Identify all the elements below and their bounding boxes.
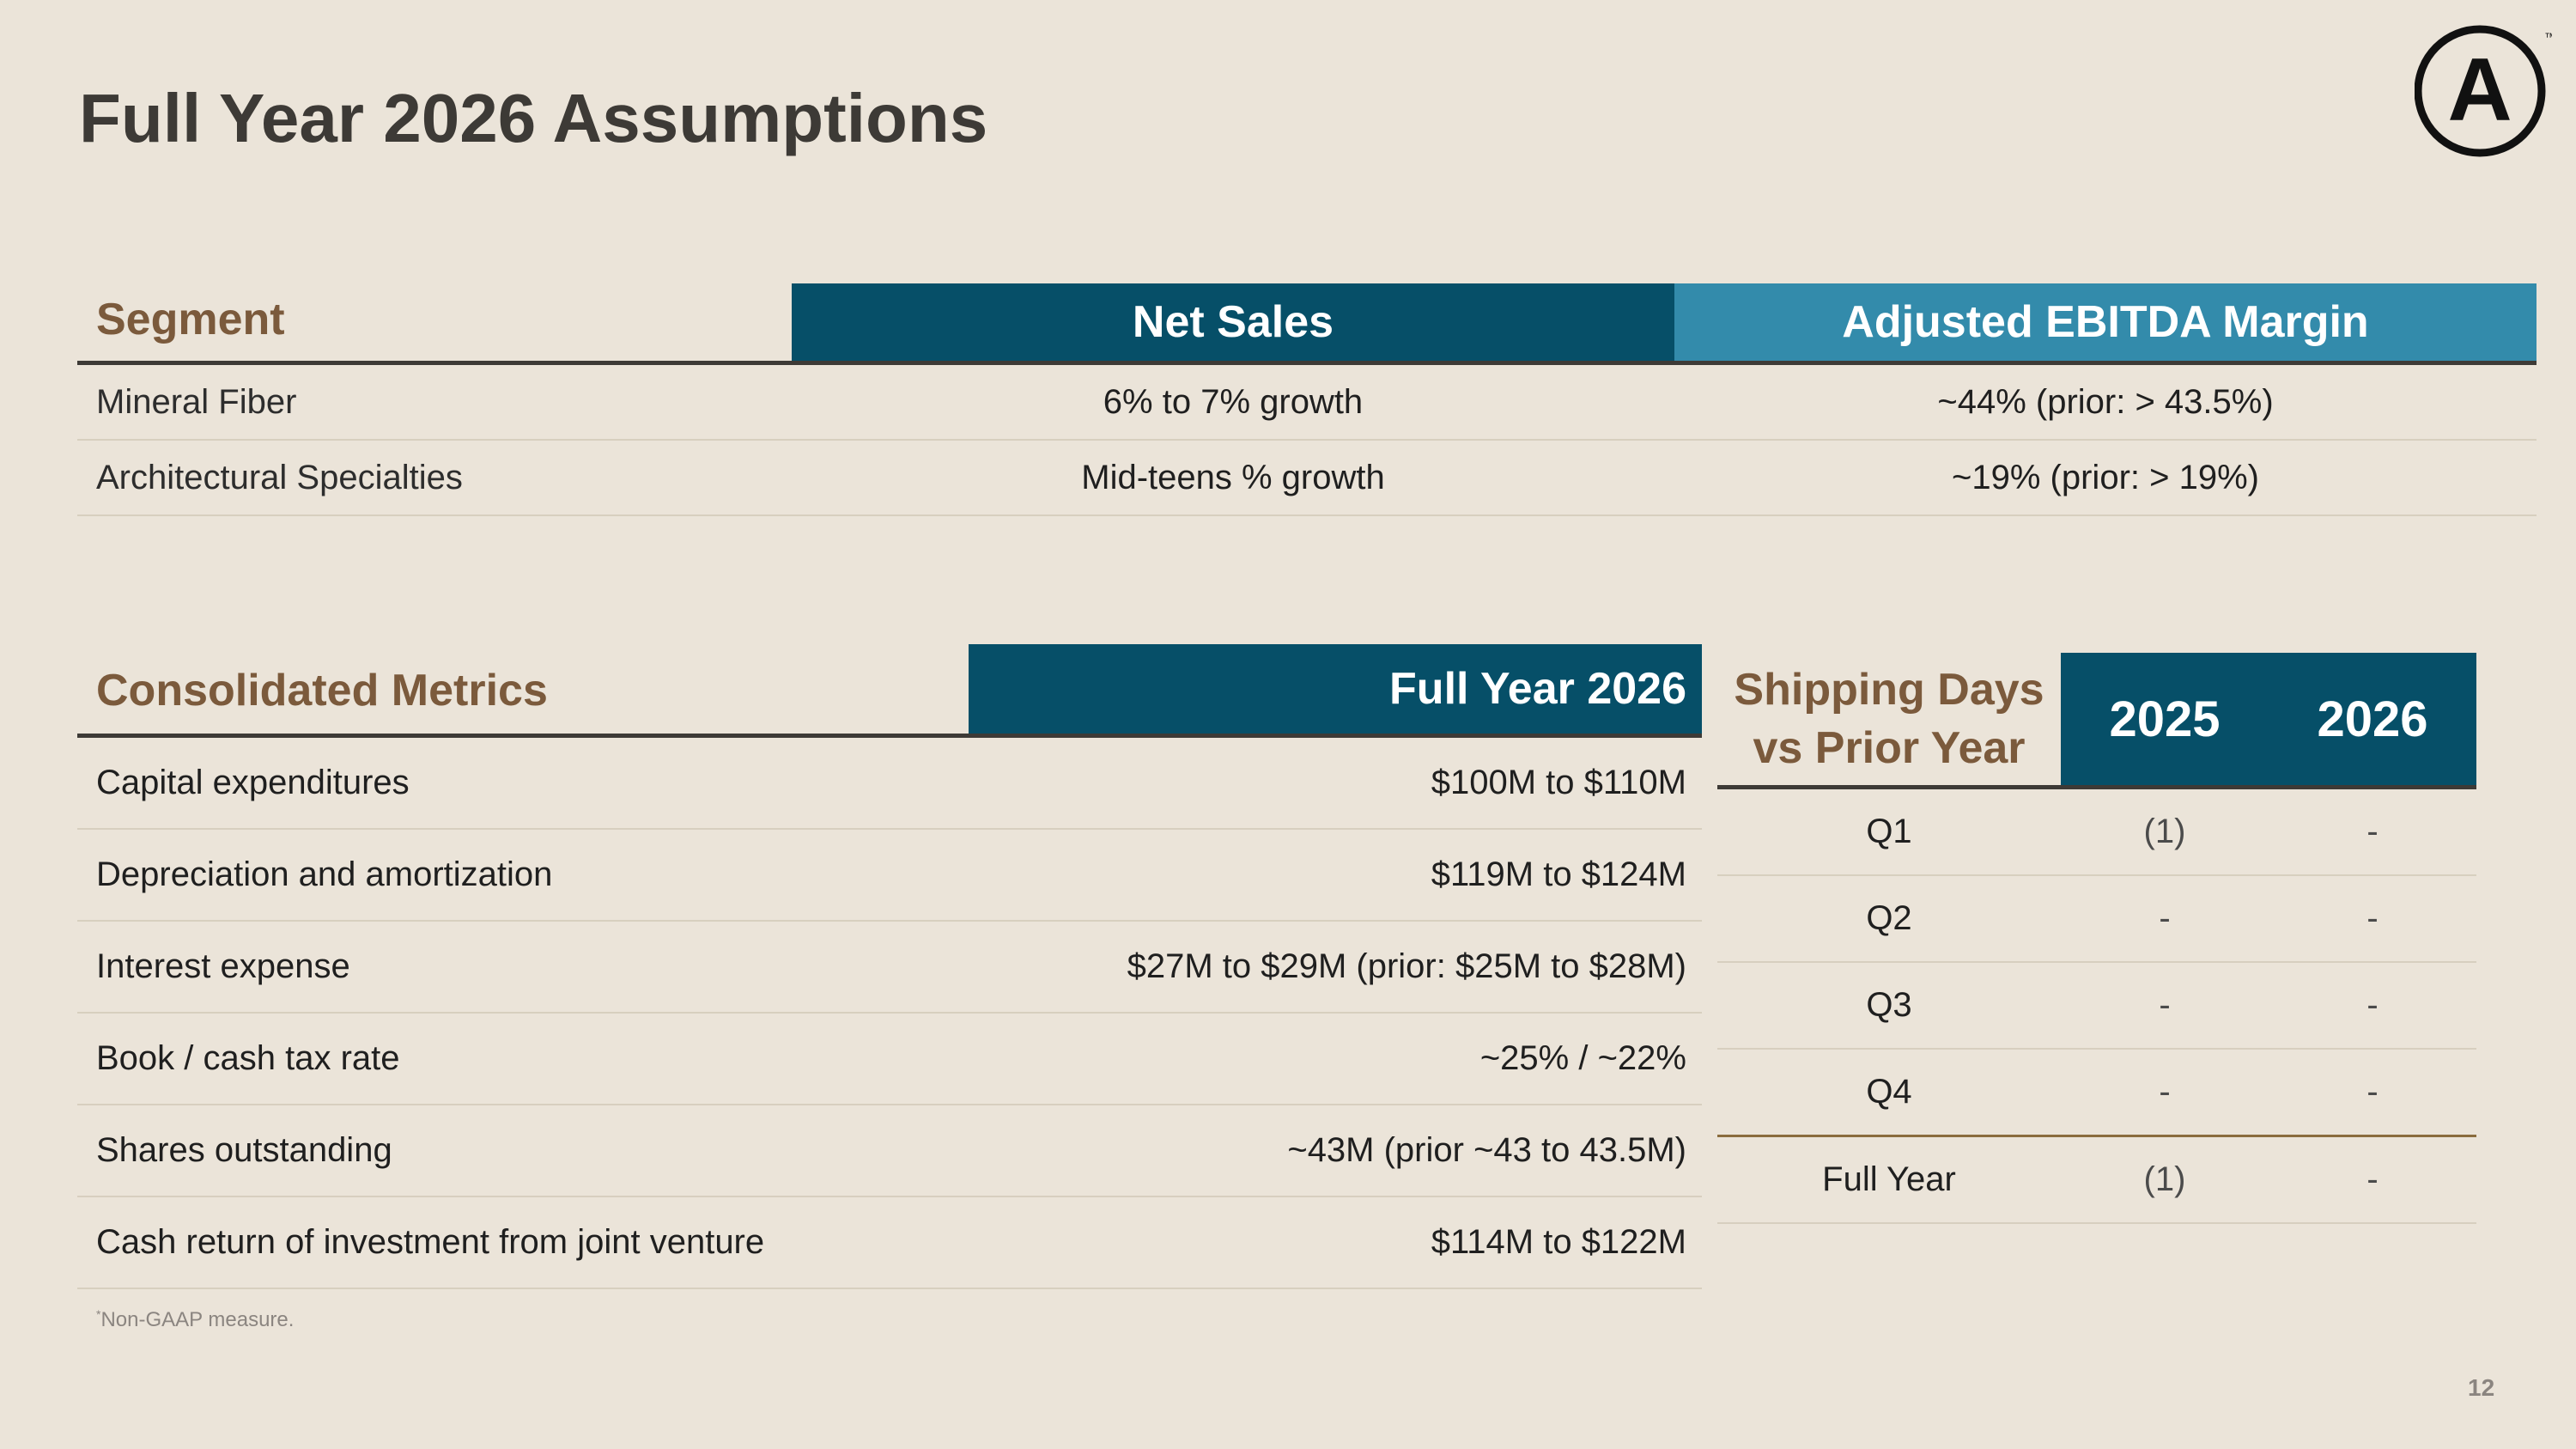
header-divider <box>1717 785 2476 789</box>
page-title: Full Year 2026 Assumptions <box>79 80 988 156</box>
metric-value: $100M to $110M <box>1431 764 1686 801</box>
days-2026: - <box>2366 1160 2379 1198</box>
table-row: Capital expenditures $100M to $110M <box>77 738 1702 830</box>
days-2025: - <box>2159 986 2171 1024</box>
quarter-label: Q1 <box>1866 813 1912 850</box>
segment-name: Architectural Specialties <box>96 458 463 496</box>
quarter-label: Q3 <box>1866 986 1912 1024</box>
segment-table: Segment Net Sales Adjusted EBITDA Margin… <box>77 283 2537 516</box>
days-2026: - <box>2366 1073 2379 1111</box>
year-2026-header: 2026 <box>2317 691 2428 747</box>
net-sales-value: 6% to 7% growth <box>1103 382 1364 421</box>
metric-label: Cash return of investment from joint ven… <box>96 1223 765 1261</box>
metric-label: Shares outstanding <box>96 1131 392 1169</box>
table-row: Cash return of investment from joint ven… <box>77 1197 1702 1289</box>
full-year-2026-header: Full Year 2026 <box>969 644 1702 734</box>
segment-name: Mineral Fiber <box>96 382 297 421</box>
shipping-days-table: Shipping Days vs Prior Year 2025 2026 Q1… <box>1717 653 2476 1224</box>
metric-value: $27M to $29M (prior: $25M to $28M) <box>1127 947 1686 985</box>
metric-label: Book / cash tax rate <box>96 1039 400 1077</box>
net-sales-value: Mid-teens % growth <box>1081 458 1385 496</box>
days-2026: - <box>2366 986 2379 1024</box>
page-number: 12 <box>2468 1374 2495 1401</box>
metric-value: ~25% / ~22% <box>1479 1039 1686 1077</box>
table-row: Q1 (1) - <box>1717 789 2476 876</box>
days-2025: (1) <box>2143 813 2186 850</box>
metric-value: ~43M (prior ~43 to 43.5M) <box>1287 1131 1686 1169</box>
net-sales-header: Net Sales <box>792 283 1674 361</box>
shipping-table-header: Shipping Days vs Prior Year 2025 2026 <box>1717 653 2476 785</box>
footnote-text: Non-GAAP measure. <box>100 1308 295 1331</box>
header-divider <box>77 734 1702 738</box>
year-header-group: 2025 2026 <box>2061 653 2476 785</box>
footnote-marker: * <box>96 1307 101 1321</box>
table-row: Q3 - - <box>1717 963 2476 1050</box>
shipping-days-header: Shipping Days vs Prior Year <box>1717 653 2061 785</box>
metric-value: $119M to $124M <box>1431 855 1686 893</box>
segment-table-header: Segment Net Sales Adjusted EBITDA Margin <box>77 283 2537 361</box>
logo-letter: A <box>2447 40 2512 140</box>
days-2025: - <box>2159 1073 2171 1111</box>
table-row-full-year: Full Year (1) - <box>1717 1137 2476 1224</box>
header-divider <box>77 361 2537 365</box>
year-2025-header: 2025 <box>2109 691 2221 747</box>
ebitda-margin-header: Adjusted EBITDA Margin <box>1674 283 2537 361</box>
table-row: Interest expense $27M to $29M (prior: $2… <box>77 922 1702 1014</box>
metric-label: Depreciation and amortization <box>96 855 553 893</box>
metric-value: $114M to $122M <box>1431 1223 1686 1261</box>
table-row: Shares outstanding ~43M (prior ~43 to 43… <box>77 1105 1702 1197</box>
table-row: Mineral Fiber 6% to 7% growth ~44% (prio… <box>77 365 2537 441</box>
table-row: Q2 - - <box>1717 876 2476 963</box>
quarter-label: Q2 <box>1866 899 1912 937</box>
logo-trademark: ™ <box>2544 30 2552 44</box>
company-logo-icon: A ™ <box>2415 25 2552 157</box>
ebitda-margin-value: ~44% (prior: > 43.5%) <box>1937 382 2274 421</box>
days-2025: (1) <box>2143 1160 2186 1198</box>
metric-label: Capital expenditures <box>96 764 410 801</box>
table-row: Q4 - - <box>1717 1050 2476 1137</box>
consolidated-metrics-table: Consolidated Metrics Full Year 2026 Capi… <box>77 644 1702 1289</box>
days-2025: - <box>2159 899 2171 937</box>
table-row: Depreciation and amortization $119M to $… <box>77 830 1702 922</box>
days-2026: - <box>2366 813 2379 850</box>
days-2026: - <box>2366 899 2379 937</box>
quarter-label: Full Year <box>1822 1160 1956 1198</box>
ebitda-margin-value: ~19% (prior: > 19%) <box>1952 458 2259 496</box>
consolidated-table-header: Consolidated Metrics Full Year 2026 <box>77 644 1702 734</box>
shipping-days-header-line1: Shipping Days <box>1734 665 2044 715</box>
metric-label: Interest expense <box>96 947 350 985</box>
consolidated-metrics-header: Consolidated Metrics <box>96 666 548 715</box>
quarter-label: Q4 <box>1866 1073 1912 1111</box>
table-row: Architectural Specialties Mid-teens % gr… <box>77 441 2537 516</box>
footnote: *Non-GAAP measure. <box>96 1307 294 1332</box>
segment-header: Segment <box>96 295 285 344</box>
shipping-days-header-line2: vs Prior Year <box>1753 723 2026 773</box>
table-row: Book / cash tax rate ~25% / ~22% <box>77 1014 1702 1105</box>
